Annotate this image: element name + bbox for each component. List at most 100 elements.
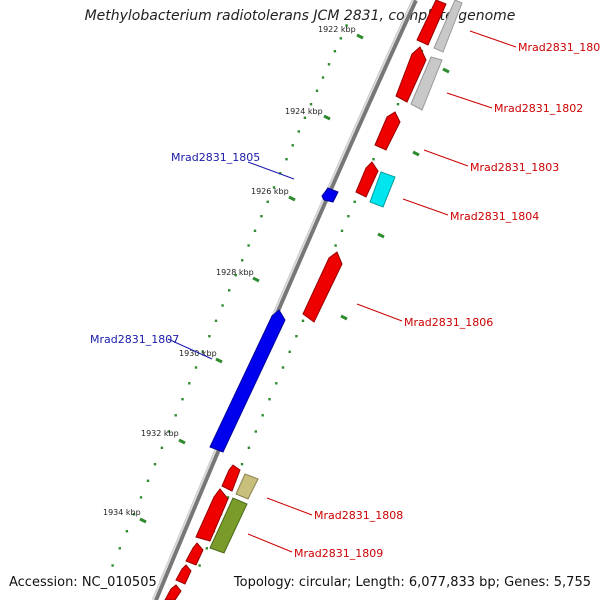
tick-dot — [205, 547, 208, 550]
gene-1804-arrow — [355, 161, 379, 198]
gene-label-1805: Mrad2831_1805 — [171, 151, 260, 164]
tick-dot — [194, 366, 198, 369]
tick-dot — [281, 366, 285, 369]
gene-1809-arrow — [195, 488, 229, 542]
tick-label: 1924 kbp — [285, 107, 323, 116]
tick-dot — [345, 24, 348, 27]
gene-labels: Mrad2831_1801 Mrad2831_1802 Mrad2831_180… — [90, 41, 600, 560]
tick-dot — [303, 116, 307, 119]
gene-small-arrow — [164, 584, 182, 600]
tick-dot — [260, 215, 263, 218]
gene-label-1804: Mrad2831_1804 — [450, 210, 539, 223]
tick-dot — [132, 513, 136, 516]
tick-dot — [240, 463, 244, 466]
tick-dot — [315, 89, 319, 92]
gene-1801-cds — [433, 0, 463, 53]
tick-dot — [321, 76, 325, 79]
tick-dot — [254, 430, 257, 433]
tick-dot — [188, 382, 191, 385]
gene-features — [164, 0, 463, 600]
label-leaders — [167, 30, 517, 553]
accession-text: Accession: NC_010505 — [9, 575, 157, 590]
tick-dot — [214, 319, 218, 322]
tick-dot — [301, 319, 305, 322]
gene-label-1809: Mrad2831_1809 — [294, 547, 383, 560]
tick-dot — [167, 430, 170, 433]
tick-dot — [347, 215, 350, 218]
gene-1809-cds — [209, 497, 248, 554]
tick-dot — [295, 335, 298, 338]
tick-dot — [268, 398, 271, 401]
tick-dot — [228, 289, 231, 292]
gene-1806-arrow — [302, 251, 343, 323]
tick-label: 1922 kbp — [318, 25, 356, 34]
gene-small-arrow — [175, 564, 192, 585]
tick-dot — [221, 304, 224, 307]
tick-label: 1934 kbp — [103, 508, 141, 517]
tick-dot — [253, 229, 257, 232]
gene-label-1806: Mrad2831_1806 — [404, 316, 493, 329]
tick-label: 1926 kbp — [251, 187, 289, 196]
tick-dot — [226, 496, 230, 499]
topology-text: Topology: circular; Length: 6,077,833 bp… — [233, 575, 591, 590]
gene-1803-arrow — [374, 111, 401, 151]
tick-dot — [291, 144, 294, 147]
tick-dot — [275, 382, 278, 385]
tick-dot — [261, 414, 264, 417]
tick-label: 1932 kbp — [141, 429, 179, 438]
tick-dot — [234, 274, 237, 277]
gene-label-1801: Mrad2831_1801 — [518, 41, 600, 54]
tick-dot — [247, 244, 250, 247]
gene-1808-cds — [235, 473, 259, 500]
gene-label-1802: Mrad2831_1802 — [494, 102, 583, 115]
tick-dot — [198, 564, 201, 567]
tick-dot — [160, 446, 164, 449]
tick-dot — [334, 244, 337, 247]
tick-dot — [327, 63, 331, 66]
tick-dot — [208, 335, 211, 338]
tick-dot — [297, 130, 300, 133]
tick-dot — [111, 564, 114, 567]
tick-dot — [201, 350, 204, 353]
gene-label-1808: Mrad2831_1808 — [314, 509, 403, 522]
gene-1805-arrow — [321, 187, 339, 203]
genome-backbone-highlight — [152, 0, 414, 600]
tick-dot — [288, 350, 291, 353]
tick-dot — [174, 414, 177, 417]
tick-dot — [279, 172, 282, 175]
tick-dot — [333, 50, 337, 53]
gene-1801-arrow — [416, 0, 447, 46]
gene-1802-arrow — [395, 46, 427, 103]
tick-dot — [396, 103, 400, 106]
genome-backbone — [152, 0, 418, 600]
gene-label-1803: Mrad2831_1803 — [470, 161, 559, 174]
tick-rings — [111, 24, 435, 567]
tick-dot — [339, 37, 342, 40]
tick-label: 1928 kbp — [216, 268, 254, 277]
tick-dot — [125, 530, 129, 533]
major-ticks — [139, 33, 450, 524]
tick-dot — [247, 446, 251, 449]
tick-dot — [266, 200, 269, 203]
gene-1807-arrow — [209, 309, 286, 453]
tick-dot — [353, 200, 356, 203]
tick-labels: 1922 kbp 1924 kbp 1926 kbp 1928 kbp 1930… — [103, 25, 356, 517]
tick-dot — [153, 463, 157, 466]
tick-dot — [285, 158, 288, 161]
gene-small-arrow — [185, 542, 204, 566]
tick-dot — [340, 229, 344, 232]
tick-label: 1930 kbp — [179, 349, 217, 358]
tick-dot — [272, 186, 276, 189]
tick-dot — [309, 103, 313, 106]
tick-dot — [118, 547, 121, 550]
tick-dot — [181, 398, 184, 401]
tick-dot — [139, 496, 143, 499]
tick-dot — [372, 158, 375, 161]
gene-label-1807: Mrad2831_1807 — [90, 333, 179, 346]
gene-1804-cds — [369, 171, 396, 208]
gene-1808-arrow — [221, 464, 241, 492]
tick-dot — [146, 479, 150, 482]
tick-dot — [241, 259, 244, 262]
gene-1802-cds — [410, 56, 443, 111]
